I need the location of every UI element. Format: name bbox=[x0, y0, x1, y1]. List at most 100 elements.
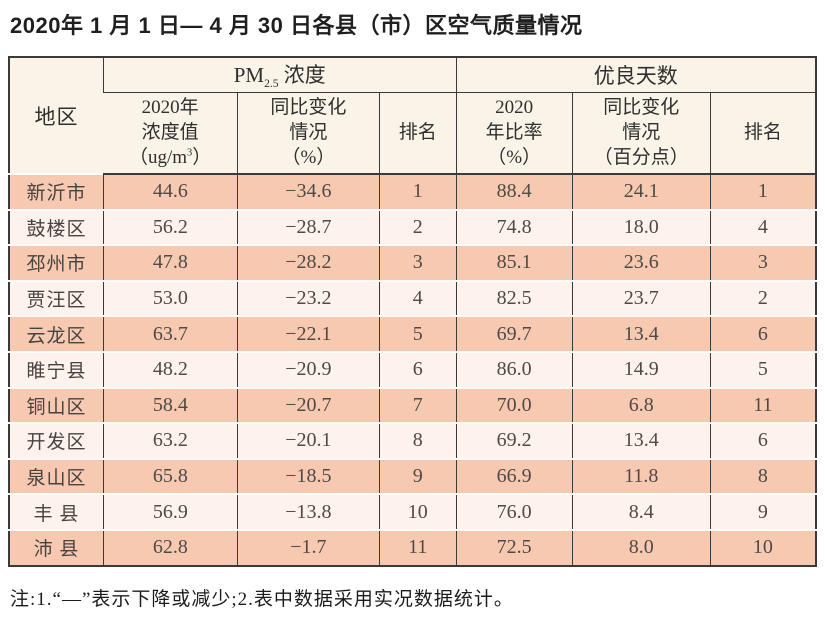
unit-superscript: 3 bbox=[187, 147, 193, 159]
header-pm-value-line1: 2020年 bbox=[141, 97, 199, 119]
header-pm-change-line2: 情况 bbox=[289, 122, 328, 144]
table-row: 丰 县 56.9 −13.8 10 76.0 8.4 9 bbox=[9, 493, 816, 530]
cell-good-change: 23.7 bbox=[571, 279, 711, 317]
cell-good-rank: 6 bbox=[709, 315, 816, 352]
cell-good-change: 6.8 bbox=[571, 386, 711, 424]
header-pm-value-line3: （ug/m3） bbox=[103, 145, 236, 170]
cell-good-ratio: 72.5 bbox=[455, 528, 573, 566]
header-good-ratio-line1: 2020 bbox=[495, 97, 534, 119]
pm25-subscript: 2.5 bbox=[264, 78, 279, 91]
table-row: 沛 县 62.8 −1.7 11 72.5 8.0 10 bbox=[9, 528, 816, 566]
table-row: 贾汪区 53.0 −23.2 4 82.5 23.7 2 bbox=[9, 279, 816, 317]
cell-good-ratio: 82.5 bbox=[455, 279, 573, 317]
cell-pm-change: −23.2 bbox=[236, 279, 380, 317]
cell-good-rank: 10 bbox=[709, 528, 816, 566]
cell-pm-change: −20.7 bbox=[236, 386, 380, 424]
cell-good-change: 13.4 bbox=[571, 422, 711, 459]
header-pm-rank: 排名 bbox=[378, 92, 457, 175]
cell-good-rank: 4 bbox=[709, 208, 816, 246]
header-group-row: 地区 PM2.5 浓度 优良天数 bbox=[9, 57, 816, 175]
table-row: 开发区 63.2 −20.1 8 69.2 13.4 6 bbox=[9, 422, 816, 459]
header-pm-value: 2020年 浓度值 （ug/m3） bbox=[103, 92, 238, 175]
header-region: 地区 bbox=[9, 57, 104, 175]
header-good-change-line3: （百分点） bbox=[593, 147, 689, 169]
header-good-ratio-line3: （%） bbox=[487, 147, 542, 169]
cell-pm-value: 63.7 bbox=[102, 315, 238, 352]
cell-region: 沛 县 bbox=[9, 528, 104, 566]
header-good-ratio: 2020 年比率 （%） bbox=[455, 92, 573, 175]
cell-good-ratio: 76.0 bbox=[455, 493, 573, 530]
cell-good-ratio: 88.4 bbox=[455, 173, 573, 210]
cell-region: 开发区 bbox=[9, 422, 104, 459]
cell-good-rank: 3 bbox=[709, 244, 816, 281]
cell-pm-rank: 11 bbox=[378, 528, 457, 566]
header-group-pm25: PM2.5 浓度 bbox=[102, 57, 457, 93]
cell-pm-change: −28.7 bbox=[236, 208, 380, 246]
cell-pm-change: −22.1 bbox=[236, 315, 380, 352]
cell-good-rank: 2 bbox=[709, 279, 816, 317]
air-quality-table: 地区 PM2.5 浓度 优良天数 2020年 浓度值 （ug/m3） 同比变化 … bbox=[8, 56, 817, 567]
cell-region: 铜山区 bbox=[9, 386, 104, 424]
cell-good-ratio: 85.1 bbox=[455, 244, 573, 281]
header-good-change-line2: 情况 bbox=[622, 122, 661, 144]
table-body: 新沂市 44.6 −34.6 1 88.4 24.1 1 鼓楼区 56.2 −2… bbox=[9, 173, 816, 566]
cell-good-ratio: 66.9 bbox=[455, 457, 573, 495]
cell-pm-rank: 8 bbox=[378, 422, 457, 459]
header-good-change-line1: 同比变化 bbox=[603, 97, 680, 119]
table-row: 泉山区 65.8 −18.5 9 66.9 11.8 8 bbox=[9, 457, 816, 495]
cell-pm-value: 47.8 bbox=[102, 244, 238, 281]
cell-good-change: 23.6 bbox=[571, 244, 711, 281]
header-detail-row: 2020年 浓度值 （ug/m3） 同比变化 情况 （%） 排名 2020 年比… bbox=[9, 92, 816, 175]
cell-pm-rank: 7 bbox=[378, 386, 457, 424]
cell-good-rank: 6 bbox=[709, 422, 816, 459]
cell-pm-rank: 6 bbox=[378, 350, 457, 388]
cell-good-rank: 8 bbox=[709, 457, 816, 495]
cell-good-change: 11.8 bbox=[571, 457, 711, 495]
footnote: 注:1.“—”表示下降或减少;2.表中数据采用实况数据统计。 bbox=[10, 588, 514, 610]
table-row: 邳州市 47.8 −28.2 3 85.1 23.6 3 bbox=[9, 244, 816, 281]
cell-good-change: 13.4 bbox=[571, 315, 711, 352]
cell-good-rank: 11 bbox=[709, 386, 816, 424]
cell-pm-value: 56.9 bbox=[102, 493, 238, 530]
cell-good-change: 18.0 bbox=[571, 208, 711, 246]
cell-pm-rank: 9 bbox=[378, 457, 457, 495]
cell-region: 新沂市 bbox=[9, 173, 104, 210]
header-group-good-days: 优良天数 bbox=[455, 57, 816, 93]
cell-pm-change: −34.6 bbox=[236, 173, 380, 210]
cell-good-ratio: 69.7 bbox=[455, 315, 573, 352]
cell-pm-change: −20.9 bbox=[236, 350, 380, 388]
cell-pm-value: 48.2 bbox=[102, 350, 238, 388]
header-pm-value-line2: 浓度值 bbox=[141, 122, 199, 144]
page-title: 2020年 1 月 1 日— 4 月 30 日各县（市）区空气质量情况 bbox=[10, 13, 583, 38]
cell-pm-rank: 4 bbox=[378, 279, 457, 317]
cell-pm-rank: 10 bbox=[378, 493, 457, 530]
cell-pm-value: 58.4 bbox=[102, 386, 238, 424]
cell-good-ratio: 74.8 bbox=[455, 208, 573, 246]
cell-pm-value: 65.8 bbox=[102, 457, 238, 495]
header-pm-change: 同比变化 情况 （%） bbox=[236, 92, 380, 175]
pm25-prefix: PM bbox=[233, 63, 265, 88]
cell-pm-change: −13.8 bbox=[236, 493, 380, 530]
cell-pm-value: 44.6 bbox=[102, 173, 238, 210]
cell-region: 鼓楼区 bbox=[9, 208, 104, 246]
unit-prefix: （ug/m bbox=[128, 147, 188, 169]
table-row: 鼓楼区 56.2 −28.7 2 74.8 18.0 4 bbox=[9, 208, 816, 246]
table-row: 新沂市 44.6 −34.6 1 88.4 24.1 1 bbox=[9, 173, 816, 210]
cell-region: 云龙区 bbox=[9, 315, 104, 352]
header-good-change: 同比变化 情况 （百分点） bbox=[571, 92, 711, 175]
cell-pm-rank: 3 bbox=[378, 244, 457, 281]
cell-pm-value: 63.2 bbox=[102, 422, 238, 459]
cell-pm-change: −20.1 bbox=[236, 422, 380, 459]
cell-pm-rank: 1 bbox=[378, 173, 457, 210]
unit-suffix: ） bbox=[192, 147, 212, 169]
cell-region: 丰 县 bbox=[9, 493, 104, 530]
cell-pm-change: −18.5 bbox=[236, 457, 380, 495]
table-header: 地区 PM2.5 浓度 优良天数 2020年 浓度值 （ug/m3） 同比变化 … bbox=[9, 57, 816, 175]
cell-good-ratio: 70.0 bbox=[455, 386, 573, 424]
header-good-rank: 排名 bbox=[709, 92, 816, 175]
cell-region: 邳州市 bbox=[9, 244, 104, 281]
cell-pm-rank: 2 bbox=[378, 208, 457, 246]
table-row: 睢宁县 48.2 −20.9 6 86.0 14.9 5 bbox=[9, 350, 816, 388]
cell-good-change: 14.9 bbox=[571, 350, 711, 388]
